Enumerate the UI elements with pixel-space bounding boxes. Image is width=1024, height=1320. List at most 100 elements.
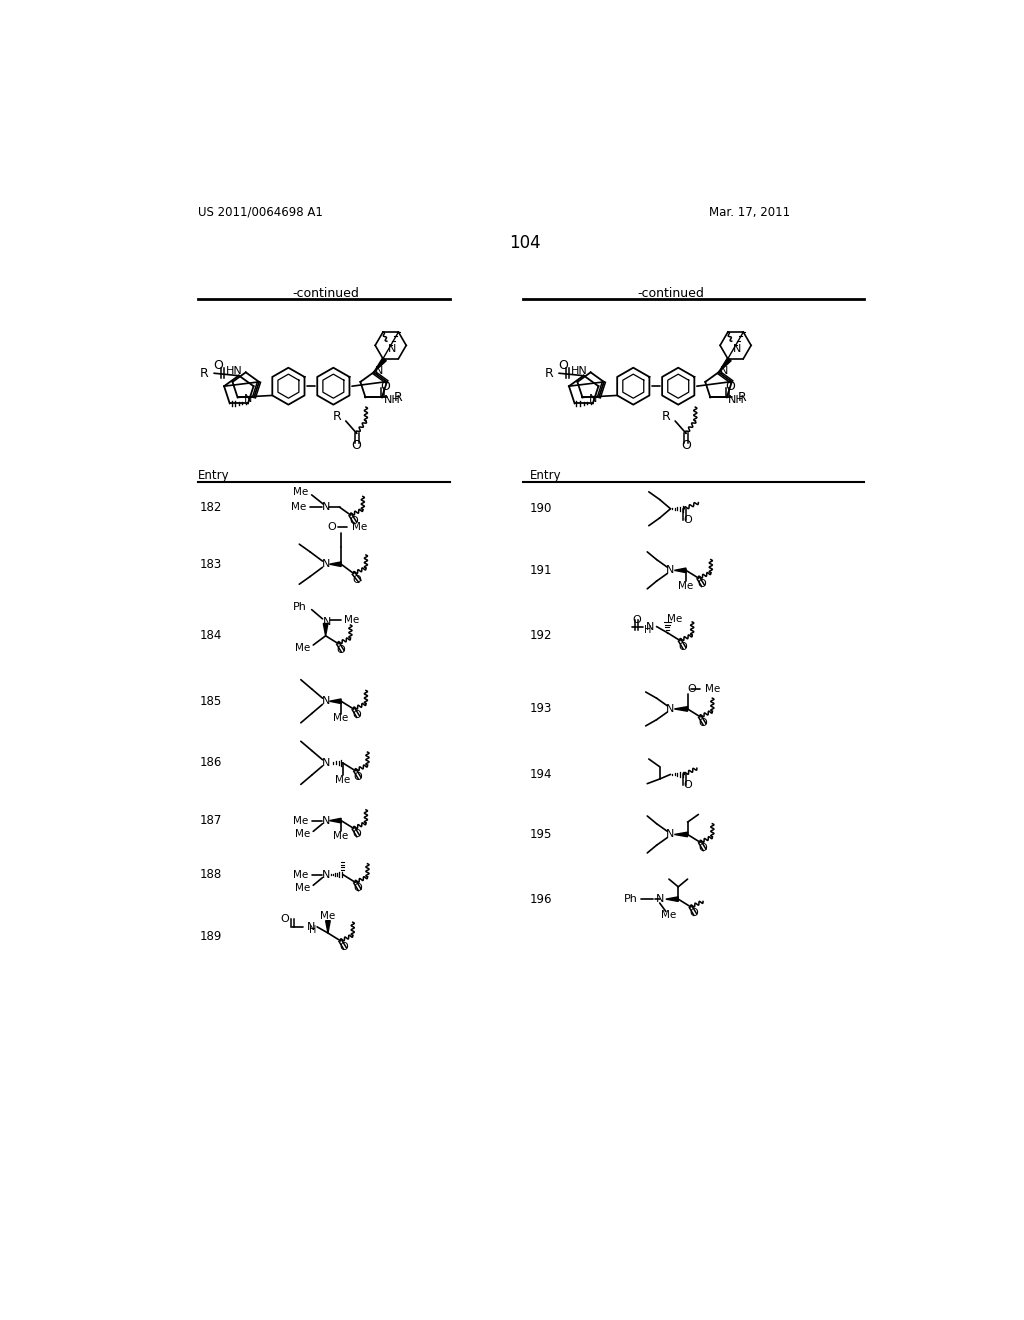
Text: H: H [308,925,316,935]
Text: Me: Me [321,911,336,921]
Text: N: N [589,393,597,404]
Text: R: R [662,409,671,422]
Text: Me: Me [293,870,308,879]
Text: O: O [683,515,692,524]
Text: O: O [687,684,696,694]
Text: H: H [644,624,651,635]
Text: Me: Me [334,832,349,841]
Polygon shape [330,562,341,566]
Text: 186: 186 [200,756,221,770]
Text: N: N [322,560,330,569]
Text: Ph: Ph [624,894,638,904]
Text: O: O [352,710,361,721]
Text: O: O [697,579,706,589]
Text: R: R [333,409,341,422]
Text: O: O [354,772,362,781]
Text: 189: 189 [200,929,221,942]
Text: 196: 196 [529,892,552,906]
Text: O: O [689,908,698,917]
Polygon shape [326,921,331,933]
Text: Ph: Ph [293,602,307,611]
Text: Me: Me [344,615,359,626]
Text: N: N [322,816,330,825]
Polygon shape [719,358,731,372]
Text: Me: Me [352,523,368,532]
Text: Me: Me [293,487,308,496]
Text: O: O [632,615,641,626]
Polygon shape [675,706,687,711]
Text: O: O [559,359,568,372]
Text: O: O [681,440,691,453]
Text: N: N [307,921,315,932]
Text: 192: 192 [529,630,552,643]
Text: US 2011/0064698 A1: US 2011/0064698 A1 [198,206,323,219]
Text: N: N [646,622,654,631]
Text: Me: Me [293,816,308,825]
Text: 193: 193 [529,702,552,715]
Polygon shape [666,896,678,902]
Text: Me: Me [291,502,306,512]
Polygon shape [324,623,328,636]
Text: Entry: Entry [198,469,229,482]
Text: O: O [328,523,337,532]
Text: O: O [352,574,361,585]
Text: O: O [380,380,390,393]
Text: 104: 104 [509,234,541,252]
Text: O: O [354,883,362,894]
Text: 182: 182 [200,500,221,513]
Text: NH: NH [728,395,745,405]
Text: 187: 187 [200,814,221,828]
Text: R: R [738,391,746,404]
Text: O: O [352,829,361,840]
Text: N: N [667,565,675,576]
Text: Me: Me [334,713,349,723]
Text: N: N [322,502,330,512]
Text: N: N [322,696,330,706]
Text: N: N [733,345,741,354]
Text: 191: 191 [529,564,552,577]
Text: 184: 184 [200,630,221,643]
Text: R: R [393,391,402,404]
Text: Me: Me [668,614,683,624]
Polygon shape [330,700,341,704]
Text: N: N [388,345,396,354]
Text: -continued: -continued [292,286,359,300]
Text: O: O [725,380,734,393]
Polygon shape [330,818,341,822]
Text: O: O [351,440,361,453]
Text: O: O [698,843,708,853]
Text: 195: 195 [529,828,552,841]
Text: O: O [337,644,345,655]
Text: Me: Me [295,883,310,894]
Text: N: N [667,704,675,714]
Text: N: N [667,829,675,840]
Text: -continued: -continued [637,286,703,300]
Text: N: N [720,366,728,376]
Text: Me: Me [660,911,676,920]
Text: O: O [281,915,289,924]
Text: O: O [698,718,708,727]
Text: O: O [683,780,692,791]
Text: HN: HN [570,366,588,376]
Text: N: N [655,894,664,904]
Text: N: N [375,366,384,376]
Text: 194: 194 [529,768,552,781]
Text: O: O [214,359,223,372]
Text: N: N [322,870,330,879]
Text: NH: NH [383,395,400,405]
Text: Me: Me [295,829,310,840]
Text: 183: 183 [200,557,221,570]
Text: 190: 190 [529,502,552,515]
Text: N: N [323,616,332,627]
Polygon shape [374,358,386,372]
Text: Me: Me [295,643,310,653]
Text: Mar. 17, 2011: Mar. 17, 2011 [710,206,791,219]
Text: N: N [322,758,330,768]
Text: R: R [200,367,209,380]
Text: Me: Me [705,684,720,694]
Text: Me: Me [678,581,693,591]
Text: R: R [545,367,554,380]
Text: O: O [339,942,348,952]
Polygon shape [675,832,687,837]
Text: 188: 188 [200,869,221,880]
